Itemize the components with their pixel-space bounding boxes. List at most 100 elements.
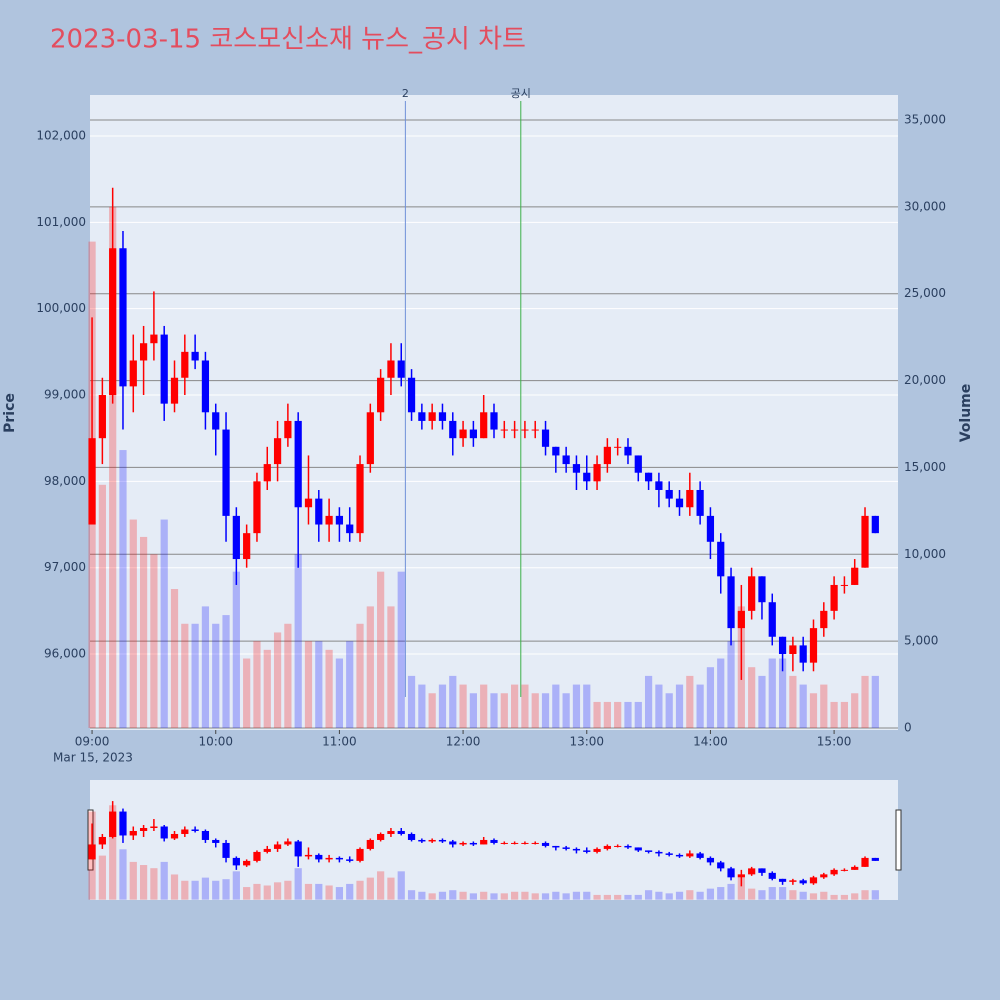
- volume-bar: [459, 891, 467, 900]
- candle-body: [335, 857, 344, 860]
- x-tick-label: 09:00: [75, 735, 110, 749]
- candle-body: [428, 412, 436, 421]
- candle-body: [655, 851, 663, 854]
- candle-body: [98, 395, 106, 439]
- candle-body: [490, 412, 498, 430]
- candle-body: [748, 576, 756, 611]
- candle-body: [665, 853, 673, 855]
- candle-body: [778, 878, 787, 882]
- x-date-label: Mar 15, 2023: [53, 751, 133, 765]
- candle-body: [583, 472, 591, 482]
- y2-tick-label: 30,000: [904, 199, 946, 213]
- volume-bar: [614, 894, 622, 900]
- volume-bar: [243, 887, 251, 900]
- volume-bar: [150, 868, 158, 900]
- volume-bar: [840, 894, 849, 900]
- volume-bar: [809, 693, 818, 729]
- volume-bar: [531, 893, 539, 900]
- volume-bar: [98, 855, 106, 900]
- volume-bar: [232, 571, 240, 729]
- volume-bar: [809, 893, 818, 900]
- volume-bar: [459, 684, 467, 729]
- volume-bar: [665, 693, 673, 729]
- y-tick-label: 96,000: [44, 647, 86, 661]
- volume-bar: [768, 658, 776, 729]
- candle-body: [706, 857, 715, 863]
- candle-body: [253, 851, 261, 861]
- candle-body: [407, 833, 416, 840]
- candle-body: [758, 868, 766, 873]
- volume-bar: [748, 888, 756, 900]
- candle-body: [284, 420, 292, 439]
- volume-bar: [562, 893, 570, 900]
- volume-bar: [284, 880, 292, 900]
- candle-body: [593, 848, 601, 852]
- y-tick-label: 97,000: [44, 560, 86, 574]
- volume-bar: [181, 623, 189, 729]
- volume-bar: [335, 658, 344, 729]
- volume-bar: [644, 890, 653, 900]
- candle-body: [181, 351, 189, 378]
- candle-body: [511, 842, 519, 844]
- volume-bar: [438, 891, 447, 900]
- volume-bar: [263, 885, 271, 900]
- volume-bar: [469, 893, 477, 900]
- volume-bar: [191, 880, 199, 900]
- candle-body: [160, 334, 168, 404]
- candle-body: [737, 610, 745, 629]
- candle-body: [356, 848, 364, 861]
- candle-body: [139, 343, 148, 361]
- y2-tick-label: 20,000: [904, 373, 946, 387]
- candle-body: [696, 489, 704, 516]
- candle-body: [840, 584, 849, 586]
- candle-body: [552, 845, 560, 848]
- volume-bar: [665, 893, 673, 900]
- candle-body: [325, 515, 333, 525]
- candle-body: [191, 351, 199, 361]
- candle-body: [480, 412, 488, 439]
- volume-bar: [655, 891, 663, 900]
- candle-body: [799, 880, 807, 884]
- candle-body: [572, 464, 581, 473]
- candle-body: [614, 845, 622, 847]
- volume-bar: [387, 877, 395, 900]
- volume-bar: [624, 894, 632, 900]
- candle-body: [201, 360, 210, 413]
- volume-bar: [871, 675, 879, 729]
- candle-body: [407, 377, 416, 413]
- candle-body: [614, 446, 622, 448]
- candle-body: [572, 848, 581, 851]
- range-handle[interactable]: [895, 809, 902, 871]
- volume-bar: [480, 684, 488, 729]
- candle-body: [243, 533, 251, 560]
- volume-bar: [397, 871, 405, 900]
- candle-body: [243, 860, 251, 866]
- range-handle[interactable]: [87, 809, 94, 871]
- volume-bar: [428, 693, 436, 729]
- candle-body: [624, 446, 632, 456]
- y-tick-label: 100,000: [36, 301, 86, 315]
- y2-tick-label: 25,000: [904, 286, 946, 300]
- volume-bar: [500, 693, 508, 729]
- candle-body: [418, 412, 426, 421]
- volume-bar: [851, 893, 859, 900]
- volume-bar: [119, 450, 127, 729]
- candle-body: [768, 602, 776, 637]
- volume-bar: [768, 887, 776, 900]
- candle-body: [500, 429, 508, 431]
- candle-body: [789, 645, 797, 655]
- volume-bar: [830, 894, 838, 900]
- volume-bar: [830, 701, 838, 729]
- volume-bar: [480, 891, 488, 900]
- volume-bar: [356, 880, 364, 900]
- x-tick-label: 10:00: [198, 735, 233, 749]
- x-tick-label: 11:00: [322, 735, 357, 749]
- volume-bar: [737, 877, 745, 900]
- volume-bar: [861, 675, 869, 729]
- candle-body: [232, 857, 240, 866]
- volume-bar: [315, 641, 323, 729]
- candle-body: [768, 872, 776, 879]
- candle-body: [263, 848, 271, 852]
- candle-body: [170, 833, 179, 839]
- candle-body: [665, 489, 673, 499]
